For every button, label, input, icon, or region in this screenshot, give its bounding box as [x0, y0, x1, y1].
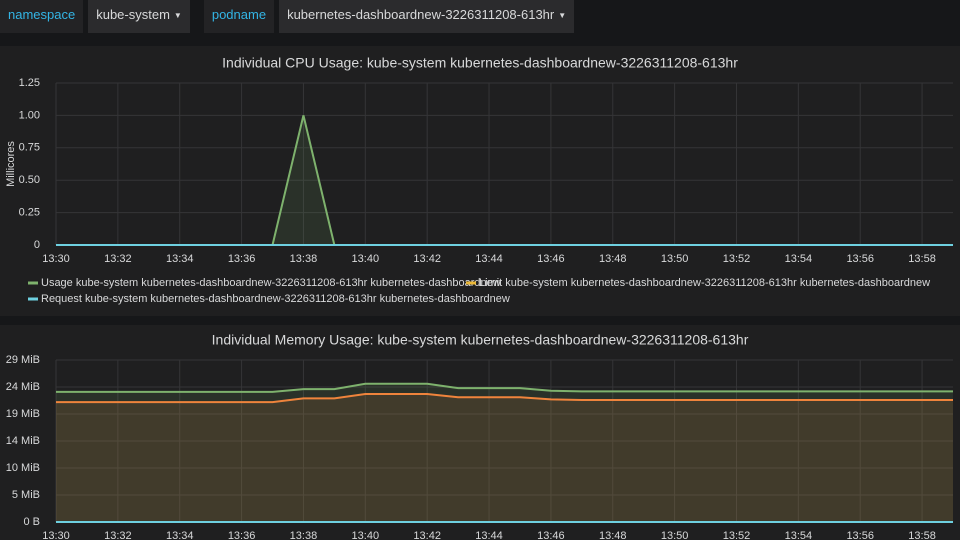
caret-icon[interactable]: ▼	[173, 11, 182, 20]
x-tick-label: 13:36	[228, 530, 256, 540]
template-bar: namespace kube-system ▼ podname kubernete…	[0, 0, 588, 36]
y-tick-label: 10 MiB	[6, 462, 40, 474]
y-tick-label: 24 MiB	[6, 381, 40, 393]
legend-label: Limit kube-system kubernetes-dashboardne…	[479, 277, 930, 289]
caret-icon[interactable]: ▼	[558, 11, 567, 20]
x-tick-label: 13:30	[42, 253, 70, 265]
x-tick-label: 13:58	[908, 253, 936, 265]
x-tick-label: 13:40	[352, 253, 380, 265]
y-tick-label: 1.00	[19, 109, 40, 121]
x-tick-label: 13:48	[599, 253, 627, 265]
x-tick-label: 13:42	[413, 253, 441, 265]
panel	[0, 46, 960, 316]
x-tick-label: 13:54	[785, 530, 813, 540]
x-tick-label: 13:42	[413, 530, 441, 540]
x-tick-label: 13:32	[104, 253, 132, 265]
x-tick-label: 13:34	[166, 253, 194, 265]
y-tick-label: 19 MiB	[6, 408, 40, 420]
y-tick-label: 0 B	[23, 516, 40, 528]
x-tick-label: 13:56	[846, 253, 874, 265]
y-tick-label: 0.50	[19, 174, 40, 186]
x-tick-label: 13:34	[166, 530, 194, 540]
variable-dropdown[interactable]: kubernetes-dashboardnew-3226311208-613hr…	[279, 0, 575, 33]
x-tick-label: 13:48	[599, 530, 627, 540]
variable-label: namespace	[0, 0, 84, 33]
y-tick-label: 5 MiB	[12, 489, 40, 501]
x-tick-label: 13:44	[475, 530, 503, 540]
legend-swatch	[28, 297, 38, 301]
y-tick-label: 1.25	[19, 77, 40, 89]
series-line	[56, 393, 953, 404]
legend-label: Usage kube-system kubernetes-dashboardne…	[41, 277, 501, 289]
x-tick-label: 13:36	[228, 253, 256, 265]
x-tick-label: 13:38	[290, 253, 318, 265]
series-line	[56, 382, 953, 393]
panel-title: Individual Memory Usage: kube-system kub…	[212, 332, 749, 348]
x-tick-label: 13:38	[290, 530, 318, 540]
variable-label: podname	[203, 0, 275, 33]
legend-swatch	[466, 281, 476, 285]
x-tick-label: 13:56	[846, 530, 874, 540]
series-area	[56, 383, 953, 522]
x-tick-label: 13:58	[908, 530, 936, 540]
y-tick-label: 0	[34, 239, 40, 251]
x-tick-label: 13:46	[537, 253, 565, 265]
x-tick-label: 13:44	[475, 253, 503, 265]
x-tick-label: 13:52	[723, 253, 751, 265]
y-tick-label: 29 MiB	[6, 354, 40, 366]
y-tick-label: 14 MiB	[6, 435, 40, 447]
y-axis-label: Millicores	[5, 141, 17, 187]
x-tick-label: 13:30	[42, 530, 70, 540]
y-tick-label: 0.25	[19, 207, 40, 219]
y-tick-label: 0.75	[19, 142, 40, 154]
variable-dropdown[interactable]: kube-system ▼	[88, 0, 190, 33]
variable-value[interactable]: kubernetes-dashboardnew-3226311208-613hr	[287, 7, 555, 22]
series-area	[56, 394, 953, 522]
x-tick-label: 13:50	[661, 530, 689, 540]
x-tick-label: 13:52	[723, 530, 751, 540]
x-tick-label: 13:46	[537, 530, 565, 540]
x-tick-label: 13:54	[785, 253, 813, 265]
x-tick-label: 13:32	[104, 530, 132, 540]
legend-swatch	[28, 281, 38, 285]
variable-value[interactable]: kube-system	[96, 7, 170, 22]
panel	[0, 325, 960, 540]
x-tick-label: 13:40	[352, 530, 380, 540]
x-tick-label: 13:50	[661, 253, 689, 265]
legend-label: Request kube-system kubernetes-dashboard…	[41, 293, 510, 305]
panel-title: Individual CPU Usage: kube-system kubern…	[222, 55, 738, 71]
